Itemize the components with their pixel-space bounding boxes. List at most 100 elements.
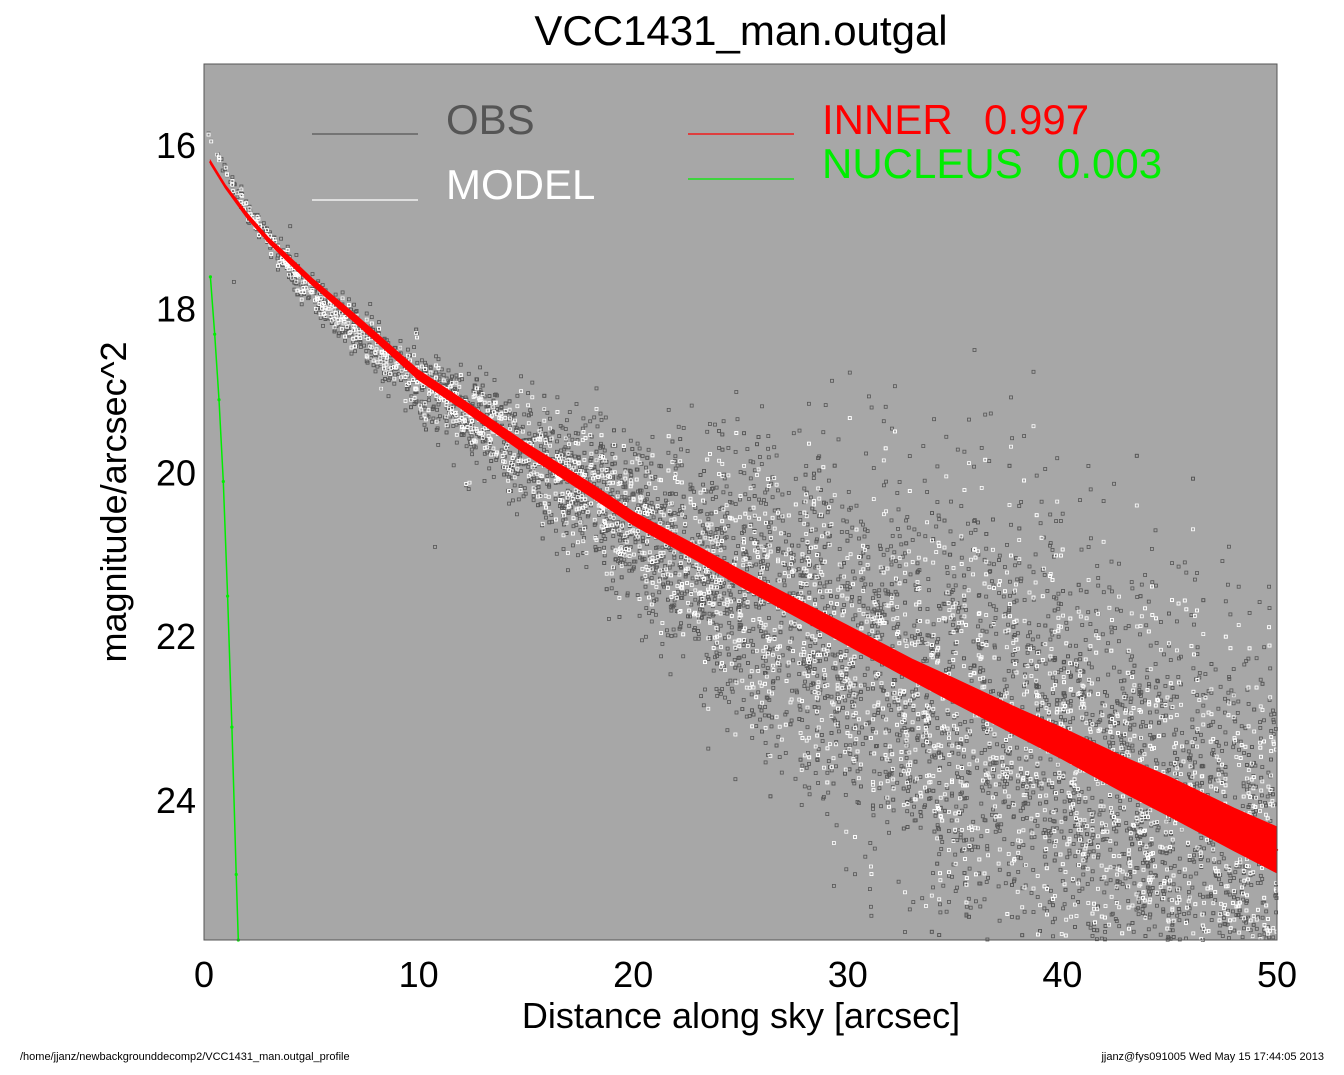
obs-point bbox=[872, 769, 877, 774]
obs-point bbox=[831, 665, 836, 670]
obs-point bbox=[639, 461, 644, 466]
obs-point bbox=[554, 551, 559, 556]
obs-point bbox=[822, 584, 827, 589]
obs-point bbox=[962, 838, 966, 843]
obs-point bbox=[892, 550, 897, 555]
obs-point bbox=[751, 649, 755, 654]
obs-point bbox=[966, 896, 971, 901]
obs-point bbox=[1127, 716, 1132, 721]
obs-point bbox=[860, 742, 865, 746]
obs-point bbox=[671, 627, 676, 632]
obs-point bbox=[939, 847, 944, 851]
obs-point bbox=[369, 355, 374, 360]
obs-point bbox=[908, 572, 913, 577]
obs-point bbox=[782, 583, 787, 588]
obs-point bbox=[934, 799, 939, 804]
obs-point bbox=[1186, 749, 1191, 754]
obs-point bbox=[1073, 834, 1078, 839]
obs-point bbox=[579, 502, 584, 507]
obs-point bbox=[892, 678, 896, 682]
obs-point bbox=[1046, 829, 1051, 833]
obs-point bbox=[478, 402, 483, 407]
obs-point bbox=[679, 555, 683, 560]
obs-point bbox=[749, 638, 754, 643]
obs-point bbox=[1109, 630, 1114, 635]
obs-point bbox=[759, 462, 764, 467]
obs-point bbox=[907, 907, 912, 912]
obs-point bbox=[523, 491, 528, 496]
obs-point bbox=[706, 517, 711, 522]
obs-point bbox=[547, 484, 552, 489]
obs-point bbox=[982, 727, 986, 731]
obs-point bbox=[993, 645, 997, 650]
obs-point bbox=[1006, 669, 1011, 673]
obs-point bbox=[528, 408, 533, 413]
obs-point bbox=[758, 455, 762, 459]
obs-point bbox=[633, 533, 638, 538]
obs-point bbox=[888, 748, 893, 753]
obs-point bbox=[1054, 519, 1058, 523]
obs-point bbox=[650, 511, 654, 516]
obs-point bbox=[1086, 464, 1091, 468]
obs-point bbox=[1015, 577, 1020, 582]
obs-point bbox=[981, 719, 986, 724]
obs-point bbox=[1123, 626, 1128, 631]
obs-point bbox=[1106, 672, 1111, 677]
obs-point bbox=[979, 751, 984, 755]
obs-point bbox=[1228, 873, 1233, 878]
obs-point bbox=[1061, 906, 1065, 911]
obs-point bbox=[1120, 686, 1125, 691]
obs-point bbox=[872, 846, 877, 851]
obs-point bbox=[852, 576, 857, 581]
obs-point bbox=[1109, 559, 1114, 564]
obs-point bbox=[868, 841, 873, 845]
obs-point bbox=[1109, 814, 1114, 819]
obs-point bbox=[845, 530, 850, 534]
obs-point bbox=[969, 678, 974, 683]
obs-point bbox=[1047, 839, 1052, 844]
obs-point bbox=[602, 553, 607, 558]
obs-point bbox=[899, 710, 904, 715]
obs-point bbox=[633, 452, 637, 457]
obs-point bbox=[570, 437, 575, 442]
obs-point bbox=[310, 272, 315, 277]
obs-point bbox=[510, 498, 515, 503]
obs-point bbox=[1245, 687, 1250, 692]
obs-point bbox=[607, 617, 611, 621]
obs-point bbox=[1156, 825, 1161, 830]
obs-point bbox=[914, 687, 918, 692]
obs-point bbox=[1217, 725, 1222, 729]
obs-point bbox=[1218, 684, 1223, 689]
obs-point bbox=[1095, 937, 1099, 942]
obs-point bbox=[869, 582, 873, 587]
obs-point bbox=[948, 552, 953, 557]
obs-point bbox=[646, 447, 651, 452]
obs-point bbox=[964, 837, 968, 842]
obs-point bbox=[422, 384, 427, 389]
obs-point bbox=[877, 786, 882, 791]
obs-point bbox=[643, 473, 648, 478]
obs-point bbox=[1012, 669, 1016, 674]
obs-point bbox=[1086, 610, 1091, 615]
obs-point bbox=[725, 682, 730, 686]
obs-point bbox=[1007, 605, 1012, 610]
obs-point bbox=[627, 468, 632, 473]
obs-point bbox=[1037, 659, 1042, 664]
obs-point bbox=[1080, 623, 1085, 627]
obs-point bbox=[955, 771, 959, 776]
obs-point bbox=[1010, 652, 1015, 657]
obs-point bbox=[923, 641, 927, 645]
obs-point bbox=[652, 571, 657, 575]
obs-point bbox=[1031, 868, 1036, 872]
obs-point bbox=[1099, 799, 1104, 804]
obs-point bbox=[806, 751, 810, 755]
obs-point bbox=[829, 694, 834, 699]
obs-point bbox=[1090, 795, 1095, 800]
obs-point bbox=[631, 566, 636, 571]
obs-point bbox=[1043, 831, 1048, 836]
obs-point bbox=[880, 582, 885, 587]
obs-point bbox=[707, 571, 712, 576]
obs-point bbox=[1198, 892, 1202, 897]
obs-point bbox=[921, 444, 926, 449]
obs-point bbox=[660, 520, 665, 525]
